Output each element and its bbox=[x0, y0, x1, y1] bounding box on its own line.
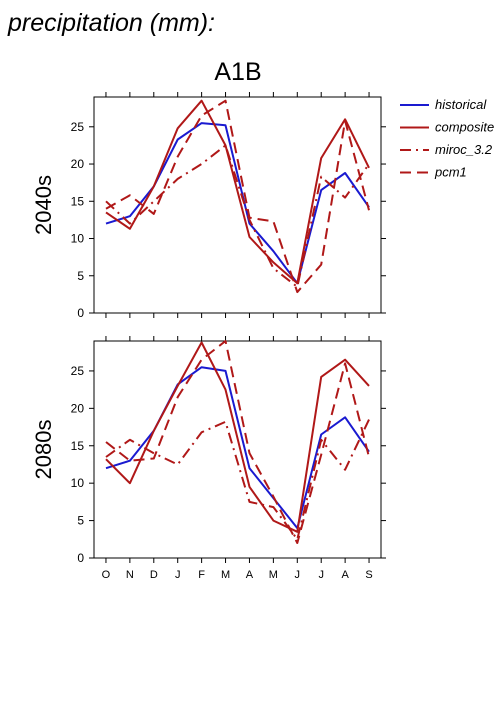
series-line-composite bbox=[105, 99, 370, 285]
legend-label: miroc_3.2 bbox=[435, 142, 493, 157]
y-tick-label: 0 bbox=[77, 306, 84, 320]
x-tick-label: M bbox=[221, 569, 230, 581]
y-tick-label: 20 bbox=[71, 401, 85, 415]
series-line-historical bbox=[105, 366, 370, 530]
y-tick-label: 5 bbox=[77, 269, 84, 283]
series-line-historical bbox=[105, 122, 370, 285]
y-tick-label: 10 bbox=[71, 232, 85, 246]
y-tick-label: 0 bbox=[77, 551, 84, 565]
legend-label: pcm1 bbox=[434, 165, 467, 180]
x-tick-label: A bbox=[341, 569, 349, 581]
x-tick-label: F bbox=[198, 569, 205, 581]
legend: historical composite miroc_3.2 pcm1 bbox=[400, 97, 494, 180]
legend-label: historical bbox=[435, 97, 487, 112]
y-axis-label: 2040s bbox=[31, 175, 56, 235]
x-tick-label: M bbox=[269, 569, 278, 581]
y-tick-label: 20 bbox=[71, 157, 85, 171]
plot-frame bbox=[93, 96, 382, 314]
y-tick-label: 10 bbox=[71, 476, 85, 490]
x-tick-label: N bbox=[126, 569, 134, 581]
chart-panel-2040s: 0 5 10 15 20 25 2040s bbox=[31, 92, 386, 320]
legend-label: composite bbox=[435, 120, 494, 135]
scenario-title: A1B bbox=[214, 58, 261, 86]
plot-frame bbox=[93, 340, 382, 559]
y-tick-label: 5 bbox=[77, 514, 84, 528]
x-tick-label: A bbox=[246, 569, 254, 581]
chart-panel-2080s: 0 5 10 15 20 25 O N D J F M A M J J A S 2080s bbox=[31, 336, 386, 581]
y-axis-label: 2080s bbox=[31, 420, 56, 480]
series-line-miroc-3-2 bbox=[105, 419, 370, 541]
y-tick-label: 15 bbox=[71, 194, 85, 208]
y-tick-label: 25 bbox=[71, 120, 85, 134]
series-line-pcm1 bbox=[105, 99, 370, 294]
page-title: precipitation (mm): bbox=[7, 9, 215, 37]
series-line-composite bbox=[105, 341, 370, 533]
x-tick-label: S bbox=[365, 569, 372, 581]
x-tick-label: D bbox=[150, 569, 158, 581]
x-tick-label: J bbox=[295, 569, 301, 581]
x-tick-label: J bbox=[175, 569, 181, 581]
x-tick-label: J bbox=[318, 569, 324, 581]
y-tick-label: 15 bbox=[71, 439, 85, 453]
y-tick-label: 25 bbox=[71, 364, 85, 378]
series-line-pcm1 bbox=[105, 340, 370, 544]
series-line-miroc-3-2 bbox=[105, 144, 370, 288]
x-tick-label: O bbox=[102, 569, 111, 581]
